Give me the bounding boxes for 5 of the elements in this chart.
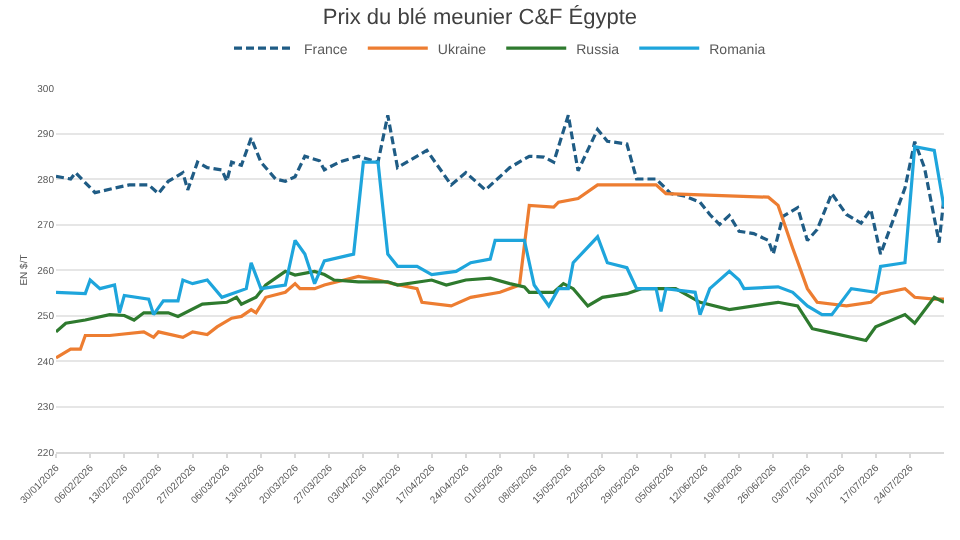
line-series: [56, 113, 944, 256]
line-series: [56, 145, 944, 317]
line-series: [56, 269, 944, 343]
chart-title: Prix du blé meunier C&F Égypte: [322, 3, 638, 30]
line-series: [56, 183, 944, 360]
